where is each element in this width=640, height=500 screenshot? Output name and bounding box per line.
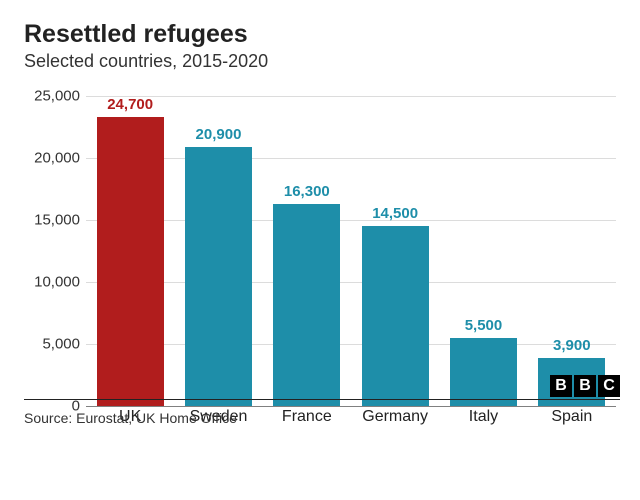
y-tick-label: 5,000	[42, 336, 80, 353]
chart-subtitle: Selected countries, 2015-2020	[24, 51, 616, 72]
bbc-logo: B B C	[550, 375, 620, 397]
x-tick-label: Germany	[351, 408, 439, 426]
bar-slot: 14,500	[351, 96, 439, 406]
logo-letter: B	[550, 375, 572, 397]
bar	[362, 226, 429, 406]
chart-container: Resettled refugees Selected countries, 2…	[0, 0, 640, 500]
bar-value-label: 14,500	[372, 205, 418, 222]
x-tick-label: France	[263, 408, 351, 426]
chart-title: Resettled refugees	[24, 20, 616, 49]
bar-value-label: 24,700	[107, 96, 153, 113]
axis-baseline	[86, 406, 616, 407]
bar-value-label: 20,900	[196, 126, 242, 143]
bar-slot: 3,900	[528, 96, 616, 406]
bar-value-label: 5,500	[465, 317, 503, 334]
bar	[185, 147, 252, 406]
bar-slot: 20,900	[174, 96, 262, 406]
logo-letter: C	[598, 375, 620, 397]
logo-letter: B	[574, 375, 596, 397]
plot-region: 24,700 20,900 16,300 14,500 5,500 3,900	[86, 96, 616, 406]
bar	[273, 204, 340, 406]
y-tick-label: 15,000	[34, 212, 80, 229]
bar-value-label: 3,900	[553, 337, 591, 354]
x-tick-label: Spain	[528, 408, 616, 426]
bar	[450, 338, 517, 406]
bars-group: 24,700 20,900 16,300 14,500 5,500 3,900	[86, 96, 616, 406]
bar-value-label: 16,300	[284, 183, 330, 200]
bar	[97, 117, 164, 406]
chart-area: 24,70020,90016,30014,5005,5003,900 05,00…	[24, 86, 620, 436]
y-tick-label: 25,000	[34, 88, 80, 105]
footer-divider	[24, 399, 620, 400]
bar-slot: 16,300	[263, 96, 351, 406]
bar-slot: 5,500	[439, 96, 527, 406]
source-text: Source: Eurostat, UK Home Office	[24, 410, 237, 426]
bar-slot: 24,700	[86, 96, 174, 406]
y-tick-label: 20,000	[34, 150, 80, 167]
y-tick-label: 10,000	[34, 274, 80, 291]
x-tick-label: Italy	[439, 408, 527, 426]
